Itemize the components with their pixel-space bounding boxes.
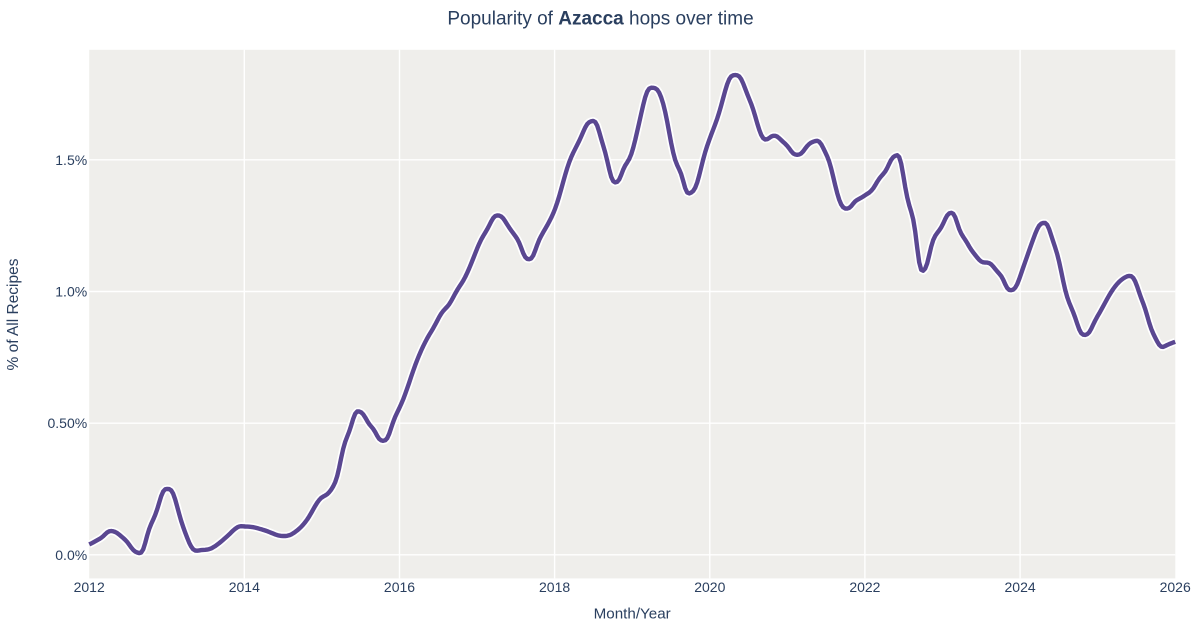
- svg-text:2026: 2026: [1160, 579, 1191, 595]
- svg-text:2014: 2014: [229, 579, 260, 595]
- svg-text:2016: 2016: [384, 579, 415, 595]
- svg-text:2018: 2018: [539, 579, 570, 595]
- svg-text:% of All Recipes: % of All Recipes: [5, 258, 22, 370]
- svg-text:1.0%: 1.0%: [55, 284, 87, 300]
- svg-text:0.0%: 0.0%: [55, 547, 87, 563]
- svg-text:Popularity of Azacca hops over: Popularity of Azacca hops over time: [447, 9, 753, 30]
- svg-text:2020: 2020: [694, 579, 725, 595]
- svg-text:2012: 2012: [74, 579, 105, 595]
- svg-text:1.5%: 1.5%: [55, 152, 87, 168]
- svg-text:2022: 2022: [849, 579, 880, 595]
- svg-text:2024: 2024: [1005, 579, 1036, 595]
- svg-text:0.50%: 0.50%: [47, 415, 87, 431]
- svg-text:Month/Year: Month/Year: [594, 605, 671, 622]
